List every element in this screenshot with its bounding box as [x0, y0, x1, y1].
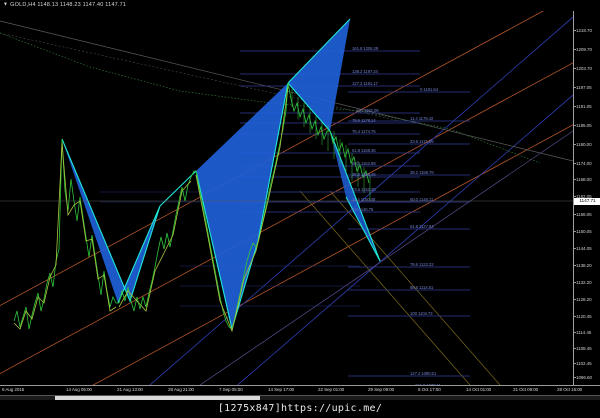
price-tick: 1162.05	[574, 194, 592, 199]
trendline-purple	[199, 130, 573, 385]
fib-label-127-2: 127.2 1191.17	[352, 81, 378, 86]
fib-label-0-0: 0.0 1146.75	[352, 207, 374, 212]
fib-label-100: 100 1182.09	[356, 108, 379, 113]
fib-label-78-6: 78.6 1178.14	[352, 118, 376, 123]
time-tick: 21 Aug 13:00	[117, 387, 143, 392]
harmonic-pattern-left	[62, 139, 160, 303]
price-tick: 1174.00	[574, 161, 592, 166]
price-tick: 1126.20	[574, 297, 592, 302]
fib-label-61-8: 61.8 1168.36	[352, 148, 376, 153]
trendline-red-lower	[92, 124, 573, 385]
watermark-footer: [1275x847]https://upic.me/	[0, 400, 600, 418]
fib-label-38-2: 38.2 1159.45	[352, 172, 376, 177]
trendline-olive-1	[299, 190, 471, 385]
fib-r-label-127-2: 127.2 1090.51	[410, 371, 437, 376]
time-tick: 14 Sep 17:00	[268, 387, 295, 392]
trendline-olive-2	[329, 190, 501, 385]
fib-label-11-4: 11.4 1150.48	[352, 197, 376, 202]
edge-left	[61, 138, 161, 304]
fib-label-23-6: 23.6 1153.30	[352, 187, 376, 192]
fib-label-76-4: 76.4 1174.75	[352, 129, 376, 134]
candle-line-down-3	[195, 86, 289, 333]
time-tick: 14 Oct 01:00	[466, 387, 492, 392]
time-axis[interactable]: 6 Aug 2015 14 Aug 05:00 21 Aug 13:00 28 …	[0, 385, 600, 395]
candle-line-down-2	[118, 180, 192, 312]
time-tick: 7 Sep 05:00	[219, 387, 243, 392]
edge-top	[287, 18, 351, 84]
price-tick: 1120.45	[574, 314, 592, 319]
chart-title-bar: ▼ GOLD,H4 1148.13 1148.23 1147.40 1147.71	[0, 0, 600, 11]
price-tick: 1218.70	[574, 28, 592, 33]
edge-bridge	[159, 170, 197, 207]
fib-r-label-23-6: 23.6 1171.09	[410, 139, 434, 144]
price-tick: 1102.45	[574, 361, 592, 366]
price-axis[interactable]: 1218.70 1209.70 1203.70 1197.05 1191.05 …	[573, 11, 600, 385]
fib-label-161-8: 161.8 1206.29	[352, 46, 379, 51]
edge-right-2	[345, 196, 381, 262]
fib-r-label-38-2: 38.2 1158.79	[410, 170, 434, 175]
time-tick: 29 Sep 09:00	[368, 387, 395, 392]
candle-wicks	[291, 89, 371, 201]
horizontal-scrollbar[interactable]	[0, 395, 600, 400]
candle-line-1	[13, 138, 119, 330]
scrollbar-thumb[interactable]	[55, 396, 260, 400]
trendline-red-upper	[0, 11, 544, 307]
harmonic-pattern-center	[196, 83, 288, 329]
time-tick: 28 Aug 21:00	[168, 387, 194, 392]
fib-label-50-0: 50.0 1162.98	[352, 161, 376, 166]
price-tick: 1132.20	[574, 280, 592, 285]
price-tick: 1168.00	[574, 177, 592, 182]
fib-r-label-100: 100 1104.73	[410, 311, 433, 316]
price-series-down	[13, 86, 289, 333]
trendline-green-dotted	[0, 32, 541, 164]
price-tick: 1138.20	[574, 263, 592, 268]
price-tick: 1197.05	[574, 85, 592, 90]
collapse-triangle-icon[interactable]: ▼	[3, 1, 9, 8]
fib-r-label-50-0: 50.0 1146.11	[410, 197, 434, 202]
fib-r-label-11-4: 11.4 1179.42	[410, 116, 434, 121]
fib-label-138-2: 138.2 1197.24	[352, 69, 378, 74]
chart-title-text: GOLD,H4 1148.13 1148.23 1147.40 1147.71	[10, 2, 127, 8]
price-tick: 1108.45	[574, 346, 592, 351]
price-tick: 1180.00	[574, 142, 592, 147]
time-tick: 6 Aug 2015	[2, 387, 25, 392]
candle-line-down-1	[13, 142, 117, 330]
price-tick: 1185.05	[574, 123, 592, 128]
price-tick: 1096.60	[574, 375, 592, 380]
chart-window[interactable]: ▼ GOLD,H4 1148.13 1148.23 1147.40 1147.71	[0, 0, 600, 400]
fib-r-label-88-6: 88.6 1114.51	[410, 285, 434, 290]
fib-r-label-61-8: 61.8 1127.84	[410, 224, 434, 229]
harmonic-pattern-top	[288, 19, 350, 131]
time-tick: 28 Oct 16:00	[557, 387, 583, 392]
price-tick: 1203.70	[574, 66, 592, 71]
price-tick: 1156.05	[574, 212, 592, 217]
trendline-blue-rising	[149, 16, 573, 385]
price-tick: 1209.70	[574, 47, 592, 52]
candle-line-2	[118, 170, 196, 312]
fib-lines-right	[348, 91, 470, 377]
candle-line-4	[287, 82, 370, 184]
fib-r-label-161-8: 161.8 1073.11	[415, 383, 441, 385]
fib-r-label-0: 0 1191.64	[420, 87, 438, 92]
candle-line-3	[195, 82, 289, 330]
trendline-blue-rising-2	[237, 94, 573, 385]
time-tick: 21 Oct 09:00	[513, 387, 539, 392]
price-tick: 1144.05	[574, 246, 592, 251]
chart-plot-area[interactable]: 161.8 1206.29 138.2 1197.24 127.2 1191.1…	[0, 11, 573, 385]
price-tick: 1150.05	[574, 229, 592, 234]
edge-right	[329, 130, 381, 262]
time-tick: 14 Aug 05:00	[66, 387, 92, 392]
time-tick: 6 Oct 17:00	[418, 387, 441, 392]
price-tick: 1191.05	[574, 104, 592, 109]
fib-r-label-78-6: 78.6 1122.22	[410, 262, 434, 267]
time-tick: 22 Sep 01:00	[318, 387, 345, 392]
current-price-badge: 1147.71	[574, 198, 600, 205]
edge-top-2	[287, 82, 331, 132]
harmonic-edges	[61, 18, 381, 332]
edge-center	[195, 82, 289, 332]
trendline-red-mid	[0, 62, 573, 375]
price-tick: 1114.45	[574, 330, 592, 335]
